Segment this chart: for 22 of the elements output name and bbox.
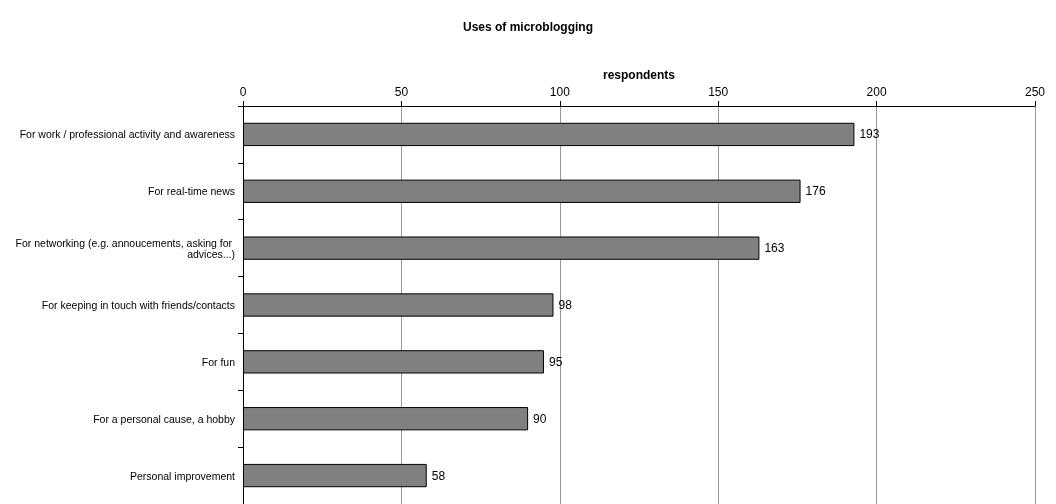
y-tick-label: For a personal cause, a hobby: [93, 412, 236, 425]
y-tick-label: For networking (e.g. annoucements, asking for advices...): [15, 236, 235, 260]
data-label: 176: [805, 184, 826, 199]
data-label: 58: [431, 468, 446, 483]
x-tick-label: 0: [239, 85, 247, 99]
y-tick-label: Personal improvement: [129, 469, 236, 482]
x-axis-title: respondents: [602, 68, 676, 83]
y-tick-label: For keeping in touch with friends/contacts: [41, 299, 235, 311]
x-tick-label: 150: [708, 85, 729, 99]
y-tick-label: For fun: [201, 355, 236, 368]
x-tick-label: 250: [1024, 85, 1046, 99]
y-tick-label: For real-time news: [148, 185, 235, 198]
x-tick-label: 200: [866, 85, 887, 99]
x-tick-label: 100: [549, 85, 571, 99]
data-label: 163: [764, 241, 785, 256]
chart-title: Uses of microblogging: [462, 20, 594, 34]
data-label: 193: [859, 127, 880, 142]
x-tick-label: 50: [394, 85, 409, 99]
y-tick-label: For work / professional activity and awareness: [19, 128, 235, 141]
data-label: 98: [558, 298, 573, 312]
data-label: 95: [548, 354, 563, 369]
data-label: 90: [533, 411, 547, 426]
